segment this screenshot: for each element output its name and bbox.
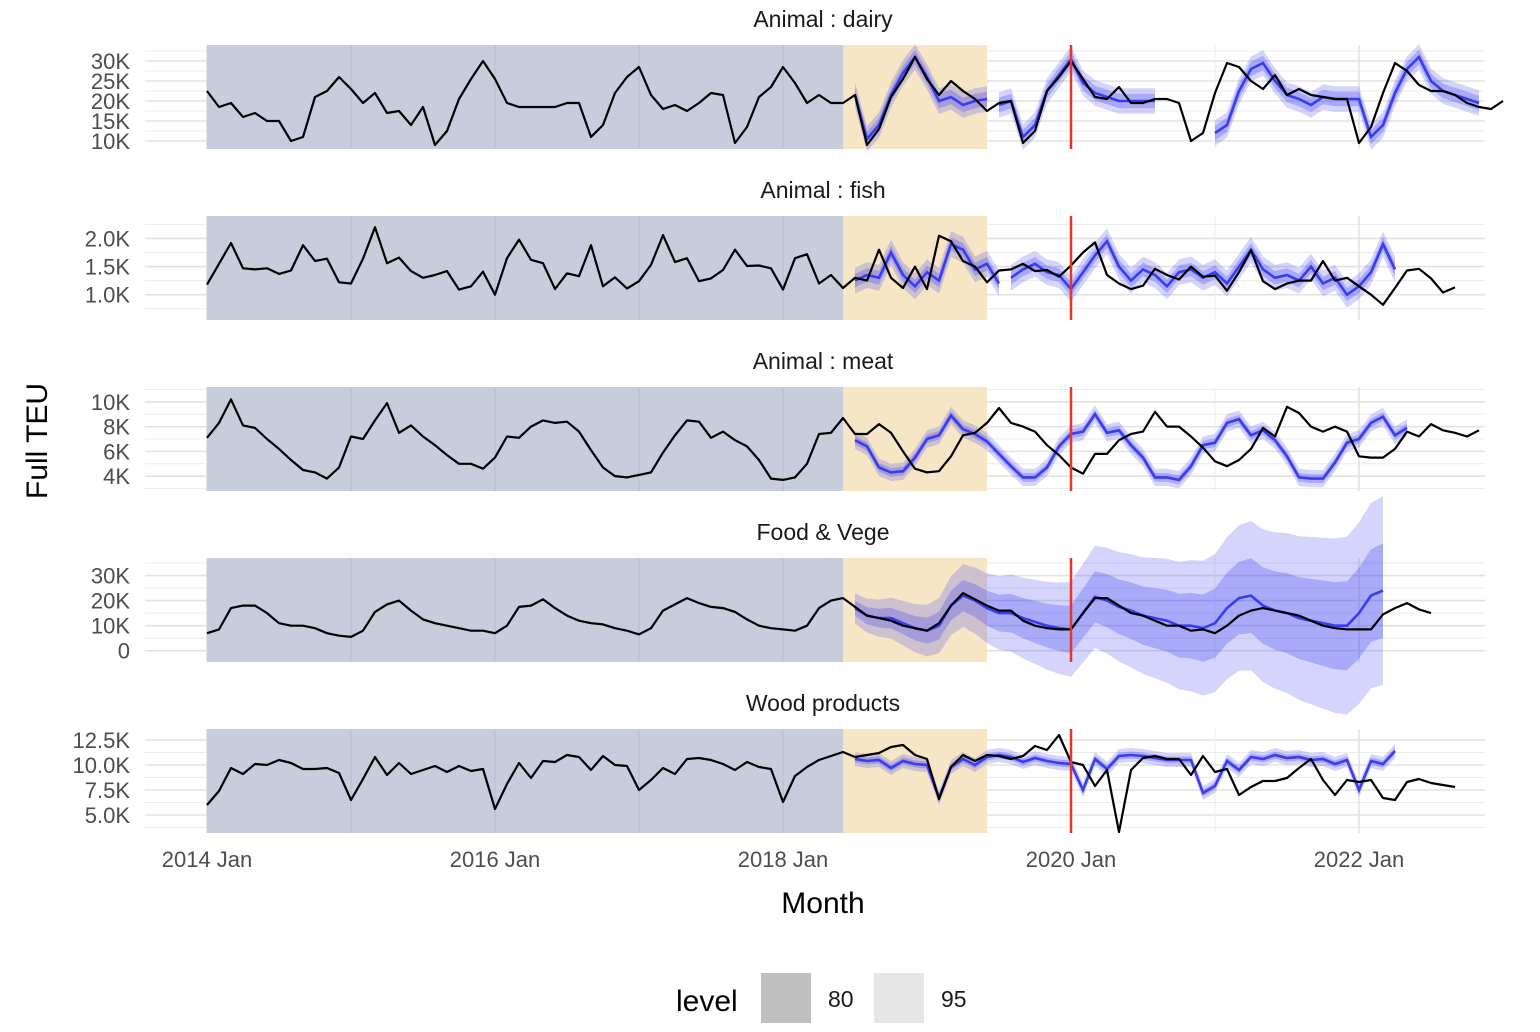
legend-title: level bbox=[676, 985, 738, 1018]
panel-title: Animal : fish bbox=[760, 177, 885, 203]
y-axis-title: Full TEU bbox=[21, 383, 54, 499]
shaded-region-0 bbox=[207, 45, 843, 149]
forecast-band-80 bbox=[855, 747, 1395, 802]
panel-title: Wood products bbox=[746, 690, 900, 716]
y-tick-label: 5.0K bbox=[85, 803, 131, 828]
shaded-region-0 bbox=[207, 729, 843, 833]
x-tick-label: 2016 Jan bbox=[450, 847, 541, 872]
forecast-band-95 bbox=[855, 231, 999, 300]
actual-series-line bbox=[206, 55, 1504, 147]
y-tick-label: 10.0K bbox=[73, 753, 131, 778]
forecast-line bbox=[854, 411, 1408, 482]
shaded-region-0 bbox=[207, 216, 843, 320]
actual-series-line bbox=[206, 733, 1456, 834]
actual-series-line bbox=[206, 398, 1480, 481]
y-tick-label: 12.5K bbox=[73, 728, 131, 753]
forecast-band-95 bbox=[1215, 44, 1479, 150]
y-tick-label: 20K bbox=[91, 89, 130, 114]
forecast-band-80 bbox=[1011, 234, 1395, 302]
shaded-region-0 bbox=[207, 558, 843, 662]
y-tick-label: 25K bbox=[91, 69, 130, 94]
y-tick-label: 1.5K bbox=[85, 255, 131, 280]
x-tick-label: 2014 Jan bbox=[162, 847, 253, 872]
forecast-line bbox=[854, 242, 1001, 289]
y-tick-label: 10K bbox=[91, 129, 130, 154]
y-tick-label: 8K bbox=[103, 415, 130, 440]
legend-label-80: 80 bbox=[828, 986, 854, 1012]
shaded-region-1 bbox=[843, 45, 987, 149]
y-tick-label: 6K bbox=[103, 439, 130, 464]
forecast-band-80 bbox=[999, 51, 1155, 145]
y-tick-label: 2.0K bbox=[85, 226, 131, 251]
shaded-region-1 bbox=[843, 387, 987, 491]
actual-series-line bbox=[206, 226, 1456, 306]
y-tick-label: 4K bbox=[103, 464, 130, 489]
y-tick-label: 1.0K bbox=[85, 283, 131, 308]
x-axis-title: Month bbox=[781, 887, 864, 920]
legend: level 80 95 bbox=[676, 973, 967, 1023]
x-tick-label: 2018 Jan bbox=[738, 847, 829, 872]
shaded-region-1 bbox=[843, 558, 987, 662]
y-tick-label: 7.5K bbox=[85, 778, 131, 803]
x-tick-label: 2020 Jan bbox=[1026, 847, 1117, 872]
panel-title: Animal : meat bbox=[753, 348, 894, 374]
y-tick-label: 15K bbox=[91, 109, 130, 134]
legend-swatch-95 bbox=[874, 973, 924, 1023]
panel-1: Animal : fish 1.0K 1.5K 2.0K bbox=[85, 177, 1485, 320]
legend-swatch-80 bbox=[761, 973, 811, 1023]
forecast-band-95 bbox=[1011, 228, 1395, 308]
x-tick-label: 2022 Jan bbox=[1314, 847, 1405, 872]
y-tick-label: 30K bbox=[91, 49, 130, 74]
y-tick-label: 30K bbox=[91, 564, 130, 589]
shaded-region-0 bbox=[207, 387, 843, 491]
panel-title: Animal : dairy bbox=[753, 6, 893, 32]
y-tick-label: 10K bbox=[91, 390, 130, 415]
y-tick-label: 20K bbox=[91, 589, 130, 614]
legend-label-95: 95 bbox=[941, 986, 967, 1012]
x-axis-ticks: 2014 Jan 2016 Jan 2018 Jan 2020 Jan 2022 Jan bbox=[162, 847, 1405, 872]
shaded-region-1 bbox=[843, 729, 987, 833]
y-tick-label: 0 bbox=[118, 639, 130, 664]
panel-title: Food & Vege bbox=[757, 519, 890, 545]
forecast-band-80 bbox=[1215, 49, 1479, 145]
y-tick-label: 10K bbox=[91, 614, 130, 639]
actual-series-line bbox=[206, 592, 1432, 638]
